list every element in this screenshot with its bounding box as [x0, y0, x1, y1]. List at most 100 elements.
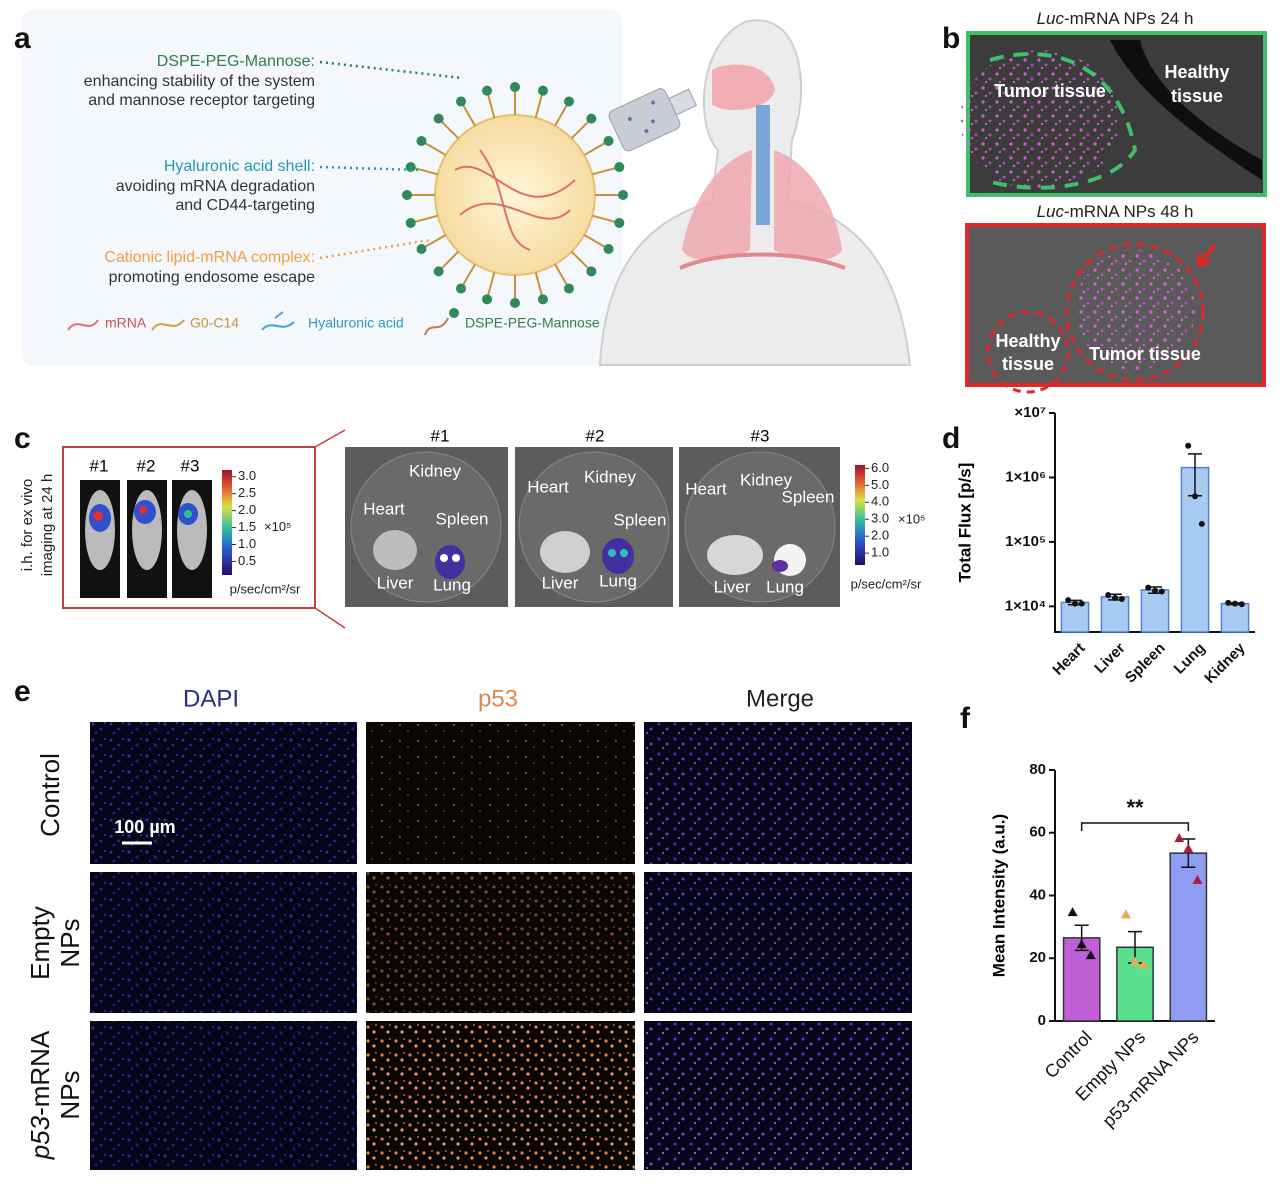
data-point [1112, 594, 1118, 601]
annotation-title: Hyaluronic acid shell: [164, 158, 315, 175]
significance-bracket [1080, 822, 1190, 831]
bar [1169, 852, 1208, 1022]
panel-letter: a [14, 22, 31, 55]
side-label: i.h. for ex vivo [19, 479, 36, 572]
bar [1140, 589, 1170, 633]
data-point [1072, 600, 1078, 607]
peg-chain [462, 263, 476, 286]
organ-label: Lung [766, 577, 804, 596]
region-label: Healthy [995, 331, 1060, 351]
mannose-ball [603, 136, 614, 146]
bar [1100, 596, 1130, 633]
colorbar-tick-label: 0.5 [238, 553, 256, 568]
annotation-title: DSPE-PEG-Mannose: [157, 53, 315, 70]
bar [1220, 602, 1250, 633]
mannose-ball [564, 283, 574, 294]
colorbar-scale: ×10⁵ [264, 519, 291, 534]
y-tick-label: ×10⁷ [1014, 404, 1046, 421]
mannose-ball [586, 266, 597, 277]
organ-label: Heart [527, 477, 569, 496]
mannose-ball [402, 190, 412, 200]
data-point [1198, 520, 1205, 527]
column-header: p53 [478, 685, 518, 712]
title-text: -mRNA NPs 24 h [1064, 9, 1193, 28]
mannose-ball [537, 294, 548, 305]
data-point [1158, 588, 1165, 595]
legend-label: mRNA [105, 315, 147, 331]
y-tick-label: 1×10⁴ [1005, 597, 1046, 614]
mannose-ball [482, 85, 493, 96]
panel-a-background [22, 10, 622, 365]
data-point [1130, 956, 1140, 966]
mannose-ball [456, 283, 466, 294]
data-point [1065, 597, 1072, 604]
annotation-title: Cationic lipid-mRNA complex: [104, 249, 315, 266]
data-point [1238, 601, 1245, 608]
nanoparticle-illustration [402, 82, 628, 308]
row-label-italic: p53 [25, 1115, 55, 1160]
row-label: NPs [55, 1070, 85, 1119]
peg-chain [583, 234, 606, 248]
organ-label: Lung [433, 575, 471, 594]
scale-bar-label: 100 µm [114, 817, 175, 837]
peg-chain [440, 120, 460, 140]
data-point [1152, 587, 1158, 594]
mannose-ball [618, 190, 628, 200]
bar [1180, 466, 1210, 633]
panel-letter: e [14, 675, 31, 708]
organ-label: Heart [363, 499, 405, 518]
colorbar-scale: ×10⁵ [898, 511, 925, 526]
row-label-text: -mRNA [25, 1030, 55, 1116]
plate-label: #1 [431, 426, 450, 445]
y-axis-label: Total Flux [p/s] [955, 463, 974, 583]
data-point [1085, 950, 1096, 960]
colorbar-tick-label: 2.0 [238, 502, 256, 517]
mannose-ball [614, 162, 625, 173]
peg-chain [570, 120, 590, 140]
region-label: tissue [1171, 86, 1223, 106]
title-italic: Luc [1037, 9, 1065, 28]
organ-label: Liver [714, 577, 751, 596]
row-label-text: Control [35, 753, 65, 837]
mouse-label: #1 [90, 456, 109, 475]
mannose-ball [482, 294, 493, 305]
peg-chain [534, 272, 543, 296]
peg-chain [554, 104, 568, 127]
data-point [1067, 907, 1078, 917]
y-tick-label: 80 [1029, 761, 1046, 778]
legend-label: G0-C14 [190, 315, 239, 331]
region-label: Tumor tissue [994, 81, 1106, 101]
peg-chain [487, 272, 496, 296]
data-point [1118, 596, 1125, 603]
y-tick-label: 1×10⁶ [1005, 468, 1046, 485]
peg-chain [424, 142, 447, 156]
leader-line [319, 238, 431, 260]
legend-label: Hyaluronic acid [308, 315, 404, 331]
annotation-text: avoiding mRNA degradation [116, 178, 315, 195]
region-label: Healthy [1164, 62, 1229, 82]
image-title: Luc-mRNA NPs 48 h [1037, 202, 1194, 221]
mannose-ball [510, 82, 520, 92]
mannose-ball [416, 244, 427, 254]
micrograph-24h [960, 31, 1267, 197]
colorbar-tick-label: 1.5 [238, 519, 256, 534]
organ-plates [345, 447, 840, 607]
y-tick-label: 1×10⁵ [1005, 533, 1046, 550]
row-label: NPs [55, 918, 85, 967]
bar [1062, 937, 1101, 1022]
title-text: -mRNA NPs 48 h [1064, 202, 1193, 221]
mannose-ball [405, 162, 416, 173]
image-title: Luc-mRNA NPs 24 h [1037, 9, 1194, 28]
y-tick-label: 40 [1029, 886, 1046, 903]
organ-label: Lung [599, 571, 637, 590]
data-point [1174, 833, 1185, 843]
colorbar-tick-label: 1.0 [871, 545, 889, 560]
organ-label: Liver [377, 573, 414, 592]
annotation-text: and CD44-targeting [175, 197, 315, 214]
peg-chain [534, 94, 543, 118]
peg-chain [414, 214, 438, 223]
region-label: Tumor tissue [1089, 344, 1201, 364]
mannose-ball [614, 217, 625, 228]
peg-chain [462, 104, 476, 127]
colorbar-tick-label: 2.0 [871, 528, 889, 543]
